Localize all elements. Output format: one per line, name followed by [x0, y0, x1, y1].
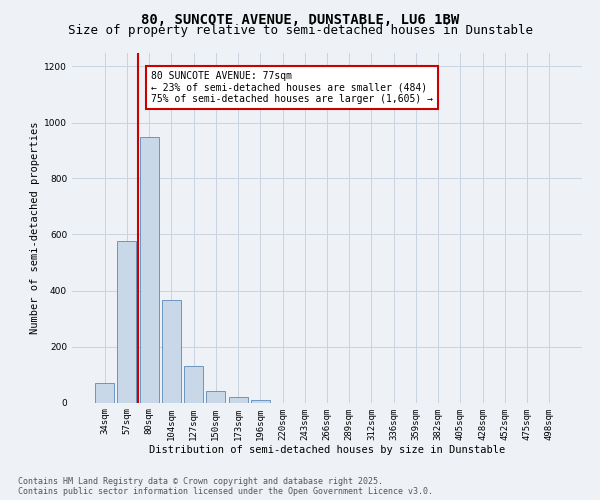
Bar	[118, 242, 136, 402]
X-axis label: Distribution of semi-detached houses by size in Dunstable: Distribution of semi-detached houses by …	[149, 445, 505, 455]
Bar	[229, 398, 248, 402]
Bar	[162, 300, 181, 402]
Bar	[140, 136, 158, 402]
Text: 80 SUNCOTE AVENUE: 77sqm
← 23% of semi-detached houses are smaller (484)
75% of : 80 SUNCOTE AVENUE: 77sqm ← 23% of semi-d…	[151, 70, 433, 104]
Bar	[95, 383, 114, 402]
Bar	[184, 366, 203, 403]
Bar	[206, 390, 225, 402]
Bar	[251, 400, 270, 402]
Text: 80, SUNCOTE AVENUE, DUNSTABLE, LU6 1BW: 80, SUNCOTE AVENUE, DUNSTABLE, LU6 1BW	[141, 12, 459, 26]
Text: Size of property relative to semi-detached houses in Dunstable: Size of property relative to semi-detach…	[67, 24, 533, 37]
Text: Contains HM Land Registry data © Crown copyright and database right 2025.
Contai: Contains HM Land Registry data © Crown c…	[18, 476, 433, 496]
Y-axis label: Number of semi-detached properties: Number of semi-detached properties	[30, 121, 40, 334]
